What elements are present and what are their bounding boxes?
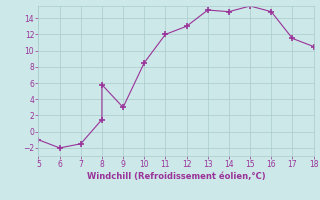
X-axis label: Windchill (Refroidissement éolien,°C): Windchill (Refroidissement éolien,°C) [87,172,265,181]
